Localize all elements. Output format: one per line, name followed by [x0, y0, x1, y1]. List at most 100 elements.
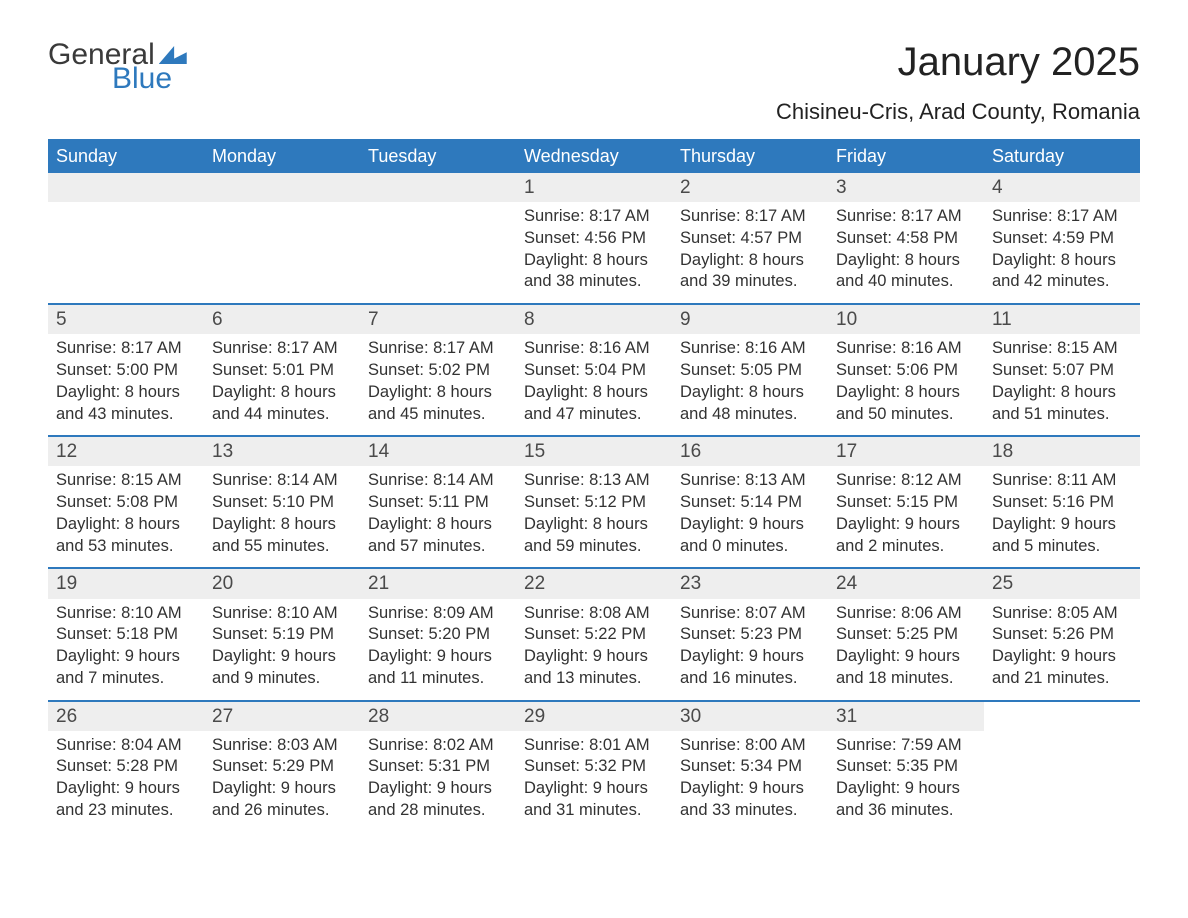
sunset-text: Sunset: 5:20 PM: [368, 624, 508, 646]
sunrise-text: Sunrise: 8:17 AM: [836, 206, 976, 228]
sunrise-text: Sunrise: 8:07 AM: [680, 603, 820, 625]
sunrise-text: Sunrise: 8:03 AM: [212, 735, 352, 757]
sunset-text: Sunset: 5:05 PM: [680, 360, 820, 382]
sunset-text: Sunset: 5:01 PM: [212, 360, 352, 382]
day-number: 24: [828, 569, 984, 598]
daylight-text: Daylight: 9 hours and 23 minutes.: [56, 778, 196, 822]
daylight-text: Daylight: 9 hours and 11 minutes.: [368, 646, 508, 690]
day-number: 20: [204, 569, 360, 598]
calendar-cell: 3 Sunrise: 8:17 AMSunset: 4:58 PMDaylight…: [828, 173, 984, 303]
daylight-text: Daylight: 9 hours and 16 minutes.: [680, 646, 820, 690]
day-number: 21: [360, 569, 516, 598]
week-row: 19Sunrise: 8:10 AMSunset: 5:18 PMDayligh…: [48, 567, 1140, 699]
daylight-text: Daylight: 9 hours and 18 minutes.: [836, 646, 976, 690]
sunset-text: Sunset: 5:29 PM: [212, 756, 352, 778]
calendar-cell: [48, 173, 204, 303]
day-header: Wednesday: [516, 139, 672, 173]
daylight-text: Daylight: 9 hours and 7 minutes.: [56, 646, 196, 690]
calendar-cell: 25Sunrise: 8:05 AMSunset: 5:26 PMDayligh…: [984, 569, 1140, 699]
calendar-cell: [360, 173, 516, 303]
calendar-cell: 26Sunrise: 8:04 AMSunset: 5:28 PMDayligh…: [48, 702, 204, 832]
day-number: 18: [984, 437, 1140, 466]
daylight-text: Daylight: 9 hours and 9 minutes.: [212, 646, 352, 690]
calendar-cell: 19Sunrise: 8:10 AMSunset: 5:18 PMDayligh…: [48, 569, 204, 699]
day-number: 9: [672, 305, 828, 334]
sunrise-text: Sunrise: 8:16 AM: [524, 338, 664, 360]
sunrise-text: Sunrise: 8:11 AM: [992, 470, 1132, 492]
daylight-text: Daylight: 8 hours and 51 minutes.: [992, 382, 1132, 426]
day-number: 1: [516, 173, 672, 202]
title-block: January 2025 Chisineu-Cris, Arad County,…: [776, 40, 1140, 125]
sunrise-text: Sunrise: 8:17 AM: [680, 206, 820, 228]
sunset-text: Sunset: 5:16 PM: [992, 492, 1132, 514]
calendar-cell: 22Sunrise: 8:08 AMSunset: 5:22 PMDayligh…: [516, 569, 672, 699]
daylight-text: Daylight: 9 hours and 36 minutes.: [836, 778, 976, 822]
day-number: 28: [360, 702, 516, 731]
calendar-cell: 30Sunrise: 8:00 AMSunset: 5:34 PMDayligh…: [672, 702, 828, 832]
sunrise-text: Sunrise: 8:13 AM: [680, 470, 820, 492]
sunrise-text: Sunrise: 7:59 AM: [836, 735, 976, 757]
location-subtitle: Chisineu-Cris, Arad County, Romania: [776, 99, 1140, 125]
page-header: General Blue January 2025 Chisineu-Cris,…: [48, 40, 1140, 125]
daylight-text: Daylight: 8 hours and 44 minutes.: [212, 382, 352, 426]
daylight-text: Daylight: 8 hours and 47 minutes.: [524, 382, 664, 426]
daylight-text: Daylight: 9 hours and 2 minutes.: [836, 514, 976, 558]
daylight-text: Daylight: 8 hours and 40 minutes.: [836, 250, 976, 294]
day-header: Sunday: [48, 139, 204, 173]
day-number: 27: [204, 702, 360, 731]
calendar-cell: 24Sunrise: 8:06 AMSunset: 5:25 PMDayligh…: [828, 569, 984, 699]
logo: General Blue: [48, 40, 187, 94]
sunrise-text: Sunrise: 8:10 AM: [56, 603, 196, 625]
daylight-text: Daylight: 8 hours and 53 minutes.: [56, 514, 196, 558]
day-number: 15: [516, 437, 672, 466]
sunrise-text: Sunrise: 8:17 AM: [368, 338, 508, 360]
sunrise-text: Sunrise: 8:14 AM: [212, 470, 352, 492]
sunset-text: Sunset: 5:26 PM: [992, 624, 1132, 646]
sunrise-text: Sunrise: 8:14 AM: [368, 470, 508, 492]
day-number: 3: [828, 173, 984, 202]
daylight-text: Daylight: 8 hours and 55 minutes.: [212, 514, 352, 558]
sunrise-text: Sunrise: 8:15 AM: [56, 470, 196, 492]
day-number: 8: [516, 305, 672, 334]
week-row: 5Sunrise: 8:17 AMSunset: 5:00 PMDaylight…: [48, 303, 1140, 435]
day-number: [360, 173, 516, 202]
daylight-text: Daylight: 8 hours and 39 minutes.: [680, 250, 820, 294]
sunset-text: Sunset: 5:32 PM: [524, 756, 664, 778]
day-number: 31: [828, 702, 984, 731]
calendar-cell: 6 Sunrise: 8:17 AMSunset: 5:01 PMDaylight…: [204, 305, 360, 435]
day-header: Thursday: [672, 139, 828, 173]
sunset-text: Sunset: 5:06 PM: [836, 360, 976, 382]
day-number: 19: [48, 569, 204, 598]
day-number: 6: [204, 305, 360, 334]
calendar-cell: 8 Sunrise: 8:16 AMSunset: 5:04 PMDaylight…: [516, 305, 672, 435]
sunset-text: Sunset: 5:08 PM: [56, 492, 196, 514]
sunrise-text: Sunrise: 8:04 AM: [56, 735, 196, 757]
day-number: 22: [516, 569, 672, 598]
logo-text-blue: Blue: [112, 64, 187, 94]
day-number: 23: [672, 569, 828, 598]
sunrise-text: Sunrise: 8:15 AM: [992, 338, 1132, 360]
sunset-text: Sunset: 5:23 PM: [680, 624, 820, 646]
day-number: 25: [984, 569, 1140, 598]
month-title: January 2025: [776, 40, 1140, 85]
sunset-text: Sunset: 4:58 PM: [836, 228, 976, 250]
calendar-cell: 17Sunrise: 8:12 AMSunset: 5:15 PMDayligh…: [828, 437, 984, 567]
day-number: 12: [48, 437, 204, 466]
day-header: Monday: [204, 139, 360, 173]
day-number: 29: [516, 702, 672, 731]
sunset-text: Sunset: 5:04 PM: [524, 360, 664, 382]
sunset-text: Sunset: 5:07 PM: [992, 360, 1132, 382]
sunset-text: Sunset: 5:31 PM: [368, 756, 508, 778]
sunrise-text: Sunrise: 8:10 AM: [212, 603, 352, 625]
calendar-cell: 12 Sunrise: 8:15 AMSunset: 5:08 PMDayligh…: [48, 437, 204, 567]
sunset-text: Sunset: 5:28 PM: [56, 756, 196, 778]
calendar-cell: [204, 173, 360, 303]
sunrise-text: Sunrise: 8:08 AM: [524, 603, 664, 625]
sunrise-text: Sunrise: 8:00 AM: [680, 735, 820, 757]
sunset-text: Sunset: 5:15 PM: [836, 492, 976, 514]
day-header: Saturday: [984, 139, 1140, 173]
sunrise-text: Sunrise: 8:17 AM: [212, 338, 352, 360]
calendar-cell: 27 Sunrise: 8:03 AMSunset: 5:29 PMDayligh…: [204, 702, 360, 832]
sunset-text: Sunset: 4:56 PM: [524, 228, 664, 250]
daylight-text: Daylight: 9 hours and 26 minutes.: [212, 778, 352, 822]
